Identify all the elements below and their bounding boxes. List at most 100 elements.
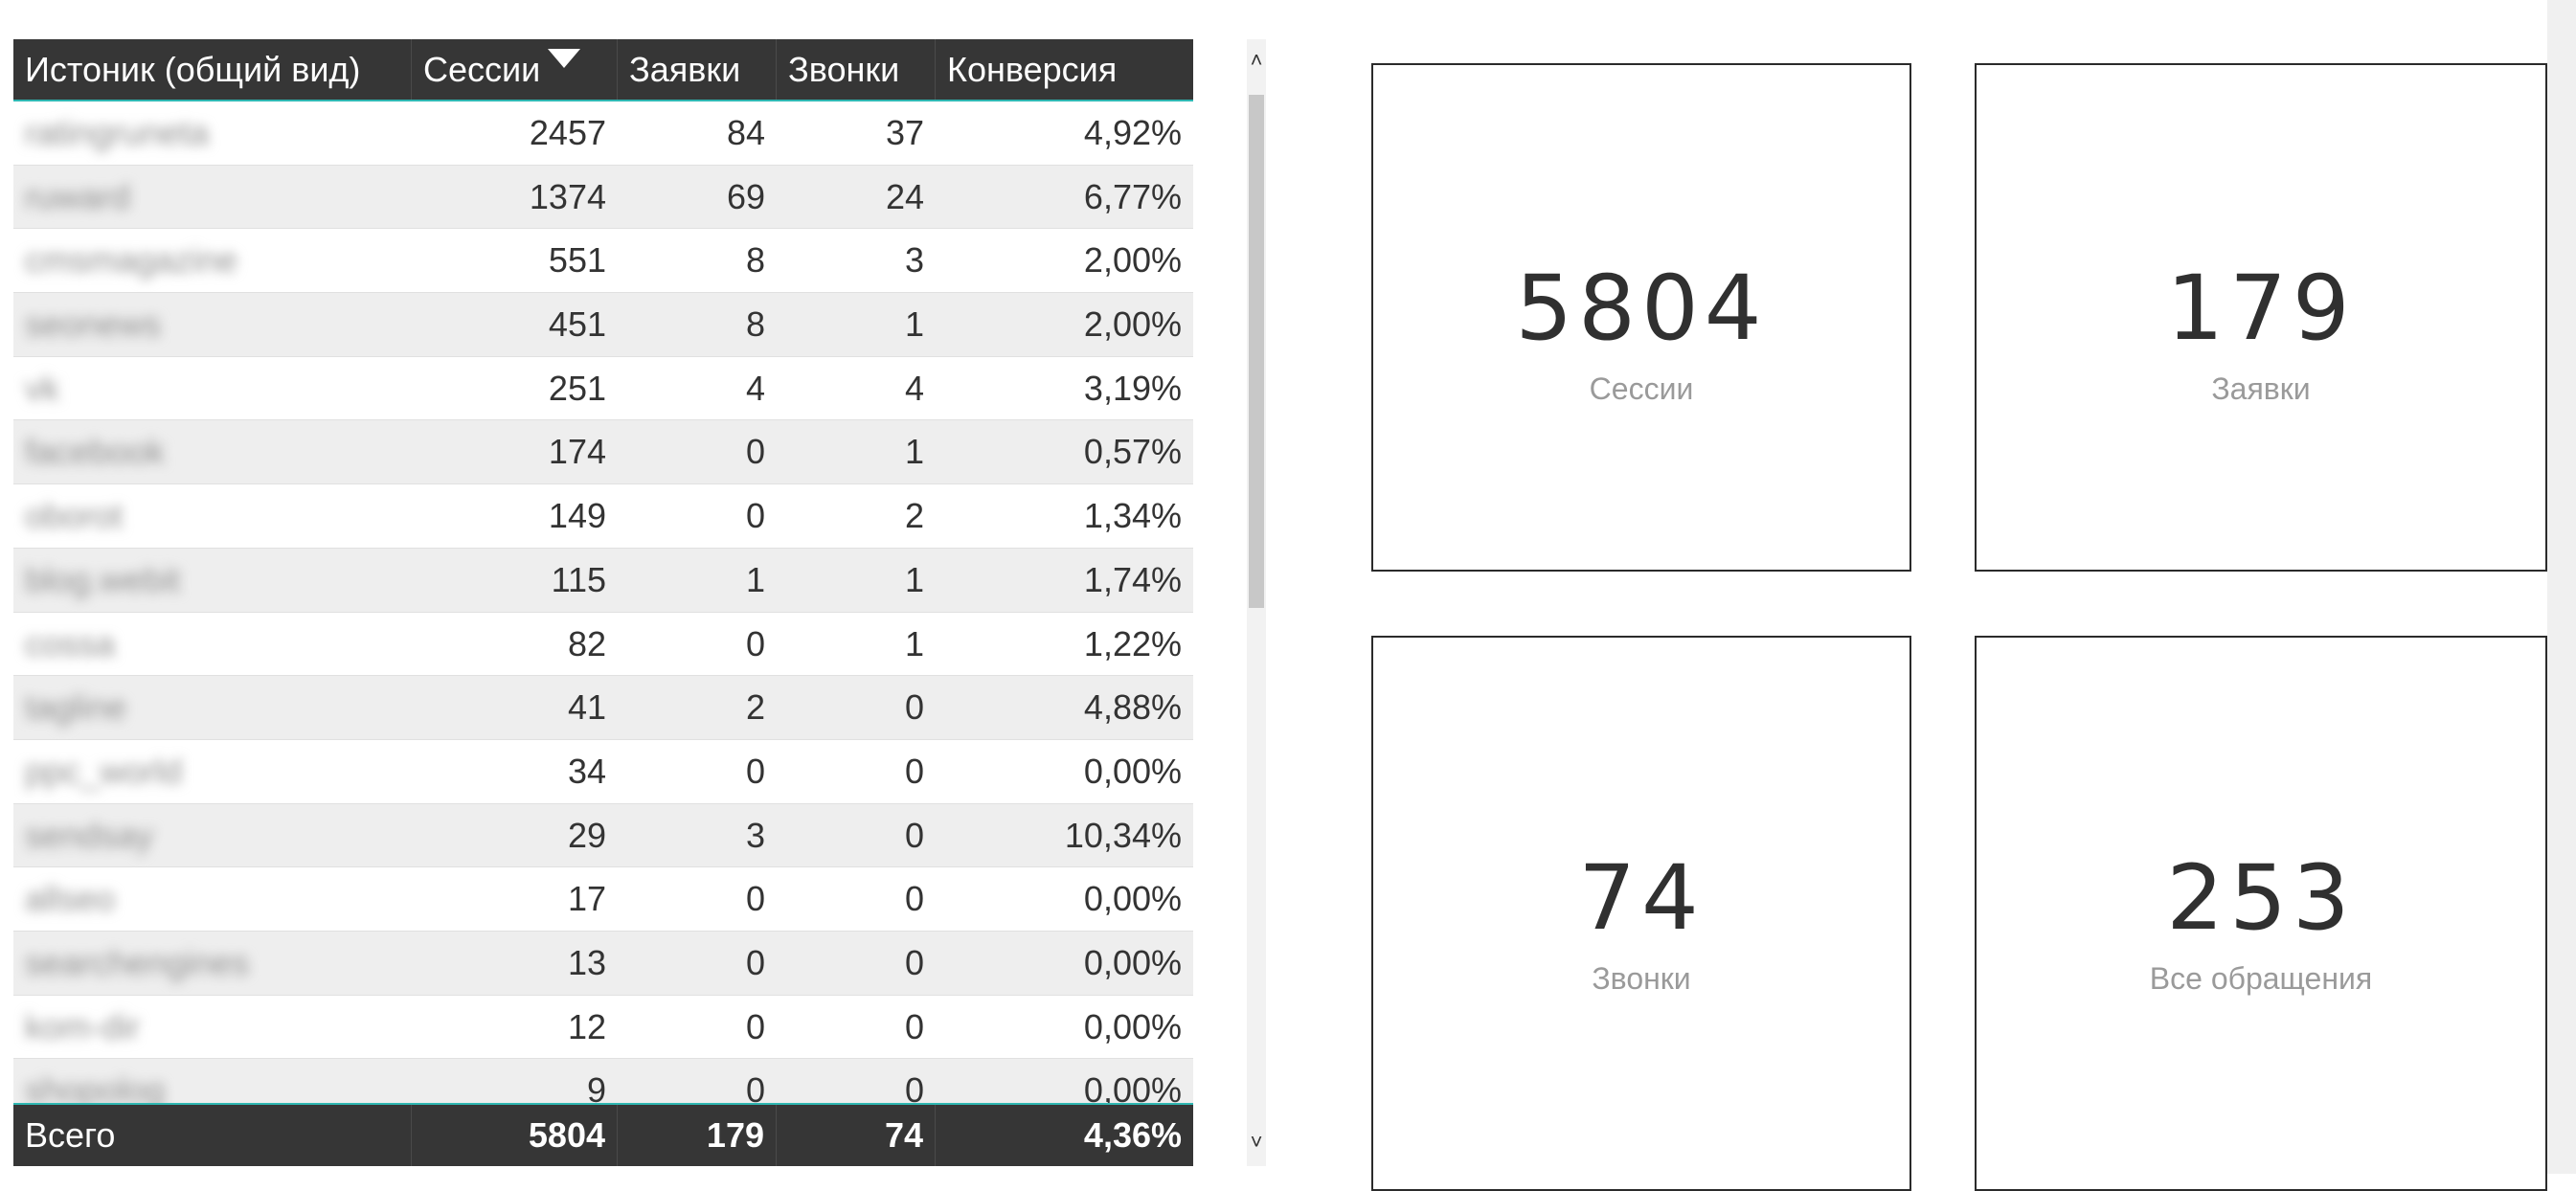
header-sessions[interactable]: Сессии <box>412 39 618 100</box>
cell-calls: 0 <box>904 879 924 919</box>
cell-calls: 2 <box>904 496 924 536</box>
cell-requests: 0 <box>745 432 765 472</box>
total-sessions: 5804 <box>412 1105 618 1166</box>
source-name-blurred: kom-dir <box>25 1006 141 1046</box>
table-body[interactable]: ratingruneta 2457 84 37 4,92% ruward 1374 69 24 6… <box>13 101 1193 1103</box>
card-requests-label: Заявки <box>2211 371 2311 406</box>
cell-source: allseo <box>13 867 412 931</box>
cell-sessions: 82 <box>567 623 606 663</box>
cell-source: facebook <box>13 420 412 483</box>
cell-sessions: 251 <box>548 368 606 408</box>
scroll-thumb[interactable] <box>1249 95 1264 608</box>
cell-source: vk <box>13 357 412 420</box>
table-row[interactable]: ruward 1374 69 24 6,77% <box>13 165 1193 230</box>
cell-sessions: 9 <box>586 1070 606 1103</box>
card-calls-value: 74 <box>1578 846 1705 951</box>
cell-source: blog.webit <box>13 549 412 612</box>
header-calls[interactable]: Звонки <box>777 39 936 100</box>
cell-source: shopolog <box>13 1059 412 1103</box>
cell-calls: 4 <box>904 368 924 408</box>
card-sessions[interactable]: 5804 Сессии <box>1371 63 1911 572</box>
card-requests-value: 179 <box>2166 257 2356 361</box>
table-row[interactable]: ppc_world 34 0 0 0,00% <box>13 740 1193 804</box>
cell-requests: 8 <box>745 240 765 281</box>
cell-conversion: 4,92% <box>1083 113 1182 152</box>
source-name-blurred: seonews <box>25 304 162 345</box>
cell-requests: 84 <box>726 113 765 152</box>
cell-sessions: 551 <box>548 240 606 281</box>
scroll-down-icon[interactable]: ˅ <box>1250 1130 1263 1154</box>
cell-source: kom-dir <box>13 996 412 1059</box>
source-name-blurred: shopolog <box>25 1070 166 1103</box>
cell-calls: 0 <box>904 815 924 855</box>
source-name-blurred: cossa <box>25 623 116 663</box>
cell-conversion: 2,00% <box>1083 304 1182 345</box>
cell-source: tagline <box>13 676 412 739</box>
cell-conversion: 6,77% <box>1083 176 1182 216</box>
table-row[interactable]: allseo 17 0 0 0,00% <box>13 867 1193 932</box>
footer-accent-line <box>13 1103 1193 1105</box>
header-requests[interactable]: Заявки <box>618 39 777 100</box>
source-name-blurred: searchengines <box>25 942 250 982</box>
header-calls-label: Звонки <box>788 50 900 89</box>
card-calls-label: Звонки <box>1592 961 1691 996</box>
header-requests-label: Заявки <box>629 50 741 89</box>
table-row[interactable]: kom-dir 12 0 0 0,00% <box>13 996 1193 1060</box>
cell-calls: 3 <box>904 240 924 281</box>
table-row[interactable]: shopolog 9 0 0 0,00% <box>13 1059 1193 1103</box>
card-all-requests-label: Все обращения <box>2149 961 2373 996</box>
cell-calls: 0 <box>904 1070 924 1103</box>
card-requests[interactable]: 179 Заявки <box>1975 63 2547 572</box>
cell-source: ppc_world <box>13 740 412 803</box>
table-row[interactable]: vk 251 4 4 3,19% <box>13 357 1193 421</box>
cell-source: sendsay <box>13 804 412 867</box>
total-requests: 179 <box>618 1105 777 1166</box>
cell-sessions: 13 <box>567 942 606 982</box>
header-source[interactable]: Истоник (общий вид) <box>13 39 412 100</box>
cell-calls: 1 <box>904 432 924 472</box>
card-sessions-label: Сессии <box>1589 371 1694 406</box>
table-row[interactable]: tagline 41 2 0 4,88% <box>13 676 1193 740</box>
source-name-blurred: cmsmagazine <box>25 240 238 281</box>
cell-requests: 2 <box>745 687 765 728</box>
table-row[interactable]: searchengines 13 0 0 0,00% <box>13 931 1193 996</box>
table-row[interactable]: facebook 174 0 1 0,57% <box>13 420 1193 485</box>
cell-sessions: 115 <box>551 559 606 599</box>
scroll-up-icon[interactable]: ˄ <box>1250 48 1263 72</box>
table-row[interactable]: cmsmagazine 551 8 3 2,00% <box>13 229 1193 294</box>
cell-conversion: 10,34% <box>1064 815 1182 855</box>
table-row[interactable]: seonews 451 8 1 2,00% <box>13 293 1193 357</box>
card-calls[interactable]: 74 Звонки <box>1371 636 1911 1191</box>
sort-desc-icon[interactable] <box>548 49 581 69</box>
cell-calls: 1 <box>904 623 924 663</box>
header-conversion-label: Конверсия <box>947 50 1118 89</box>
sources-table: Истоник (общий вид) Сессии Заявки Звонки… <box>13 39 1193 1166</box>
header-accent-line <box>13 100 1193 101</box>
table-scrollbar[interactable]: ˄ ˅ <box>1247 39 1266 1166</box>
cell-conversion: 0,00% <box>1083 1006 1182 1046</box>
cell-conversion: 1,74% <box>1083 559 1182 599</box>
cell-source: cmsmagazine <box>13 229 412 292</box>
cell-requests: 0 <box>745 1070 765 1103</box>
header-conversion[interactable]: Конверсия <box>936 39 1193 100</box>
table-row[interactable]: blog.webit 115 1 1 1,74% <box>13 548 1193 613</box>
cell-requests: 4 <box>745 368 765 408</box>
table-row[interactable]: oborot 149 0 2 1,34% <box>13 484 1193 549</box>
total-label: Всего <box>13 1105 412 1166</box>
source-name-blurred: ratingruneta <box>25 113 210 152</box>
table-row[interactable]: ratingruneta 2457 84 37 4,92% <box>13 101 1193 166</box>
source-name-blurred: oborot <box>25 496 124 536</box>
cell-requests: 0 <box>745 879 765 919</box>
cell-conversion: 1,34% <box>1083 496 1182 536</box>
card-all-requests[interactable]: 253 Все обращения <box>1975 636 2547 1191</box>
table-row[interactable]: cossa 82 0 1 1,22% <box>13 613 1193 677</box>
cell-calls: 0 <box>904 942 924 982</box>
source-name-blurred: facebook <box>25 432 166 472</box>
table-row[interactable]: sendsay 29 3 0 10,34% <box>13 803 1193 868</box>
table-header-row: Истоник (общий вид) Сессии Заявки Звонки… <box>13 39 1193 100</box>
cell-calls: 37 <box>885 113 924 152</box>
cell-conversion: 1,22% <box>1083 623 1182 663</box>
cell-sessions: 451 <box>548 304 606 345</box>
source-name-blurred: blog.webit <box>25 559 181 599</box>
cell-source: searchengines <box>13 932 412 995</box>
